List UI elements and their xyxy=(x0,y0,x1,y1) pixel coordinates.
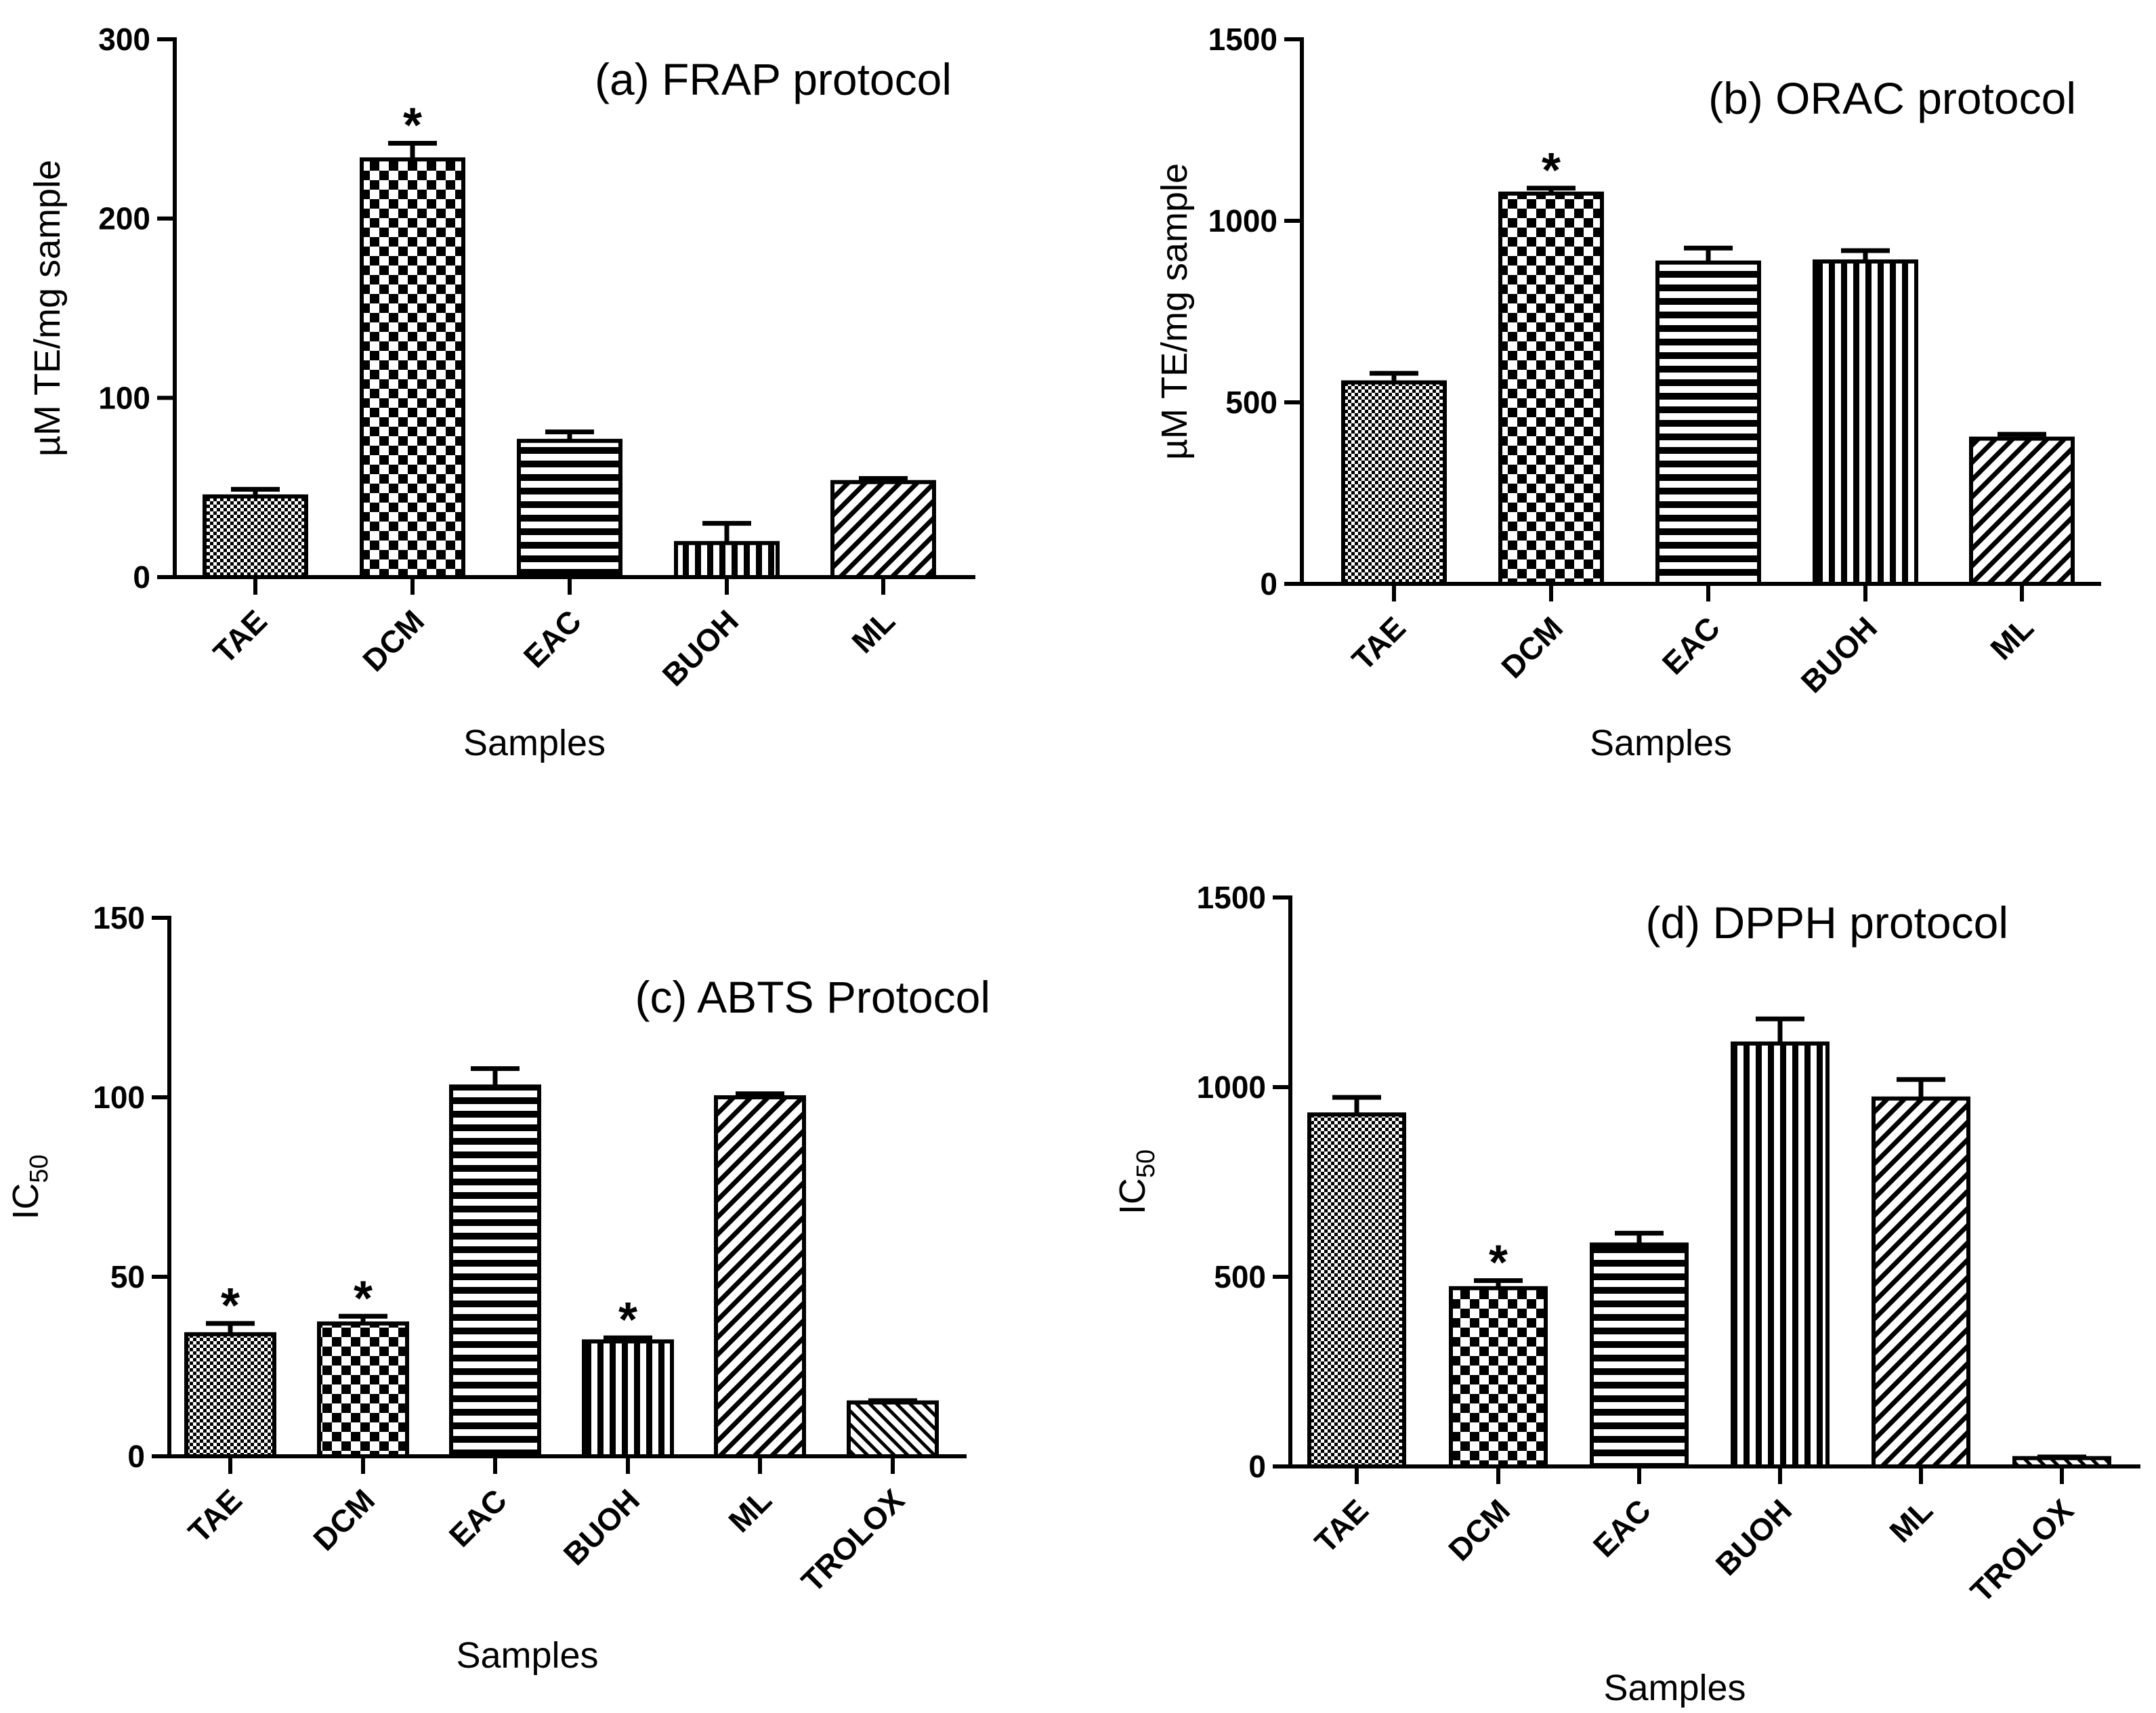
bar-ml xyxy=(1872,1096,1970,1469)
x-tick-label: TROLOX xyxy=(795,1482,912,1599)
x-tick-label: DCM xyxy=(306,1482,381,1557)
x-tick-label: EAC xyxy=(517,603,588,674)
panel-title: (a) FRAP protocol xyxy=(595,54,952,104)
bar-buoh xyxy=(1731,1041,1830,1468)
bar-eac xyxy=(1590,1242,1689,1469)
bar-eac xyxy=(517,438,622,579)
x-tick-label: ML xyxy=(845,603,902,660)
y-tick-label: 150 xyxy=(93,900,145,935)
y-tick-label: 500 xyxy=(1214,1259,1266,1294)
y-tick-label: 200 xyxy=(98,201,150,236)
bar-ml xyxy=(714,1095,806,1458)
bar-ml xyxy=(1969,436,2075,586)
x-tick-label: BUOH xyxy=(656,603,746,693)
bar-eac xyxy=(1655,260,1761,586)
bar-tae xyxy=(1341,380,1447,587)
panel-title: (b) ORAC protocol xyxy=(1708,73,2076,123)
bar-ml xyxy=(830,480,936,580)
significance-star: * xyxy=(1489,1236,1508,1290)
bar-dcm xyxy=(360,157,465,579)
error-bar xyxy=(471,1066,520,1087)
x-tick-label: EAC xyxy=(442,1482,513,1553)
significance-star: * xyxy=(403,99,422,153)
x-tick-label: ML xyxy=(1882,1492,1939,1549)
panel-dpph: * 0 500 1000 1500 TAE DCM EAC BUOH ML TROLOX (d) DP… xyxy=(1112,880,2140,1708)
significance-star: * xyxy=(618,1293,637,1347)
panel-orac: * 0 500 1000 1500 TAE DCM EAC BUOH ML (b) ORAC pro… xyxy=(1154,22,2101,763)
y-tick-label: 1500 xyxy=(1208,22,1277,57)
y-tick-label: 100 xyxy=(93,1080,145,1115)
x-axis-title: Samples xyxy=(463,723,606,763)
panel-title: (d) DPPH protocol xyxy=(1645,897,2008,948)
error-bar xyxy=(1756,1016,1804,1044)
x-tick-label: TAE xyxy=(207,603,274,670)
y-tick-label: 100 xyxy=(98,380,150,415)
significance-star: * xyxy=(221,1279,240,1333)
y-tick-label: 500 xyxy=(1225,385,1277,420)
bar-trolox xyxy=(847,1400,939,1458)
error-bar xyxy=(1684,245,1733,263)
x-tick-label: BUOH xyxy=(1709,1492,1799,1582)
bar-dcm xyxy=(1449,1286,1548,1469)
y-tick-label: 1000 xyxy=(1208,203,1277,238)
x-tick-label: DCM xyxy=(1441,1492,1517,1567)
x-axis-title: Samples xyxy=(456,1635,598,1676)
y-tick-label: 1000 xyxy=(1197,1070,1266,1105)
y-axis-title-subscript: 50 xyxy=(25,1154,54,1183)
y-axis-title-main: IC xyxy=(1112,1178,1153,1214)
x-tick-label: TAE xyxy=(1345,610,1412,677)
y-tick-label: 0 xyxy=(127,1439,145,1474)
x-tick-label: DCM xyxy=(1494,610,1569,685)
bar-buoh xyxy=(582,1339,674,1459)
y-axis-title-subscript: 50 xyxy=(1132,1149,1160,1178)
y-tick-label: 1500 xyxy=(1197,880,1266,915)
bar-buoh xyxy=(1813,259,1918,586)
y-axis-title: µM TE/mg sample xyxy=(27,160,68,457)
bar-eac xyxy=(449,1084,541,1458)
x-tick-label: ML xyxy=(1983,610,2040,667)
x-tick-label: EAC xyxy=(1655,610,1727,681)
x-axis-title: Samples xyxy=(1603,1668,1746,1708)
bar-tae xyxy=(184,1332,276,1459)
y-axis-title: µM TE/mg sample xyxy=(1154,163,1195,460)
error-bar xyxy=(1897,1077,1945,1099)
significance-star: * xyxy=(1542,144,1561,198)
x-tick-label: ML xyxy=(721,1482,778,1539)
x-tick-label: DCM xyxy=(356,603,431,678)
error-bar xyxy=(388,141,437,160)
y-axis-title-main: IC xyxy=(5,1183,46,1220)
panel-title: (c) ABTS Protocol xyxy=(635,972,991,1022)
x-tick-label: BUOH xyxy=(1794,610,1884,700)
x-tick-label: TROLOX xyxy=(1964,1492,2081,1609)
x-tick-label: TAE xyxy=(182,1482,249,1549)
bar-dcm xyxy=(1498,191,1604,586)
y-tick-label: 50 xyxy=(110,1259,145,1294)
y-axis-title: IC50 xyxy=(5,1154,54,1219)
y-axis-title: IC50 xyxy=(1112,1149,1160,1214)
y-tick-label: 0 xyxy=(1248,1449,1266,1484)
error-bar xyxy=(702,521,751,543)
bar-buoh xyxy=(674,541,780,579)
x-axis-title: Samples xyxy=(1590,723,1732,763)
panel-frap: * 0 100 200 300 TAE DCM EAC BUOH ML (a) FRAP proto… xyxy=(27,22,975,763)
bar-tae xyxy=(203,494,308,580)
y-tick-label: 0 xyxy=(133,559,150,595)
y-tick-label: 300 xyxy=(98,22,150,57)
x-tick-label: BUOH xyxy=(557,1482,647,1572)
x-tick-label: TAE xyxy=(1308,1492,1375,1559)
error-bar xyxy=(1332,1095,1381,1115)
panel-abts: * * * 0 50 100 150 TAE DCM EAC BUOH ML TROLOX (c) ABT… xyxy=(5,900,990,1676)
significance-star: * xyxy=(354,1271,373,1326)
bar-dcm xyxy=(317,1321,409,1459)
bar-tae xyxy=(1307,1112,1406,1468)
x-tick-label: EAC xyxy=(1586,1492,1657,1563)
y-tick-label: 0 xyxy=(1260,566,1277,601)
